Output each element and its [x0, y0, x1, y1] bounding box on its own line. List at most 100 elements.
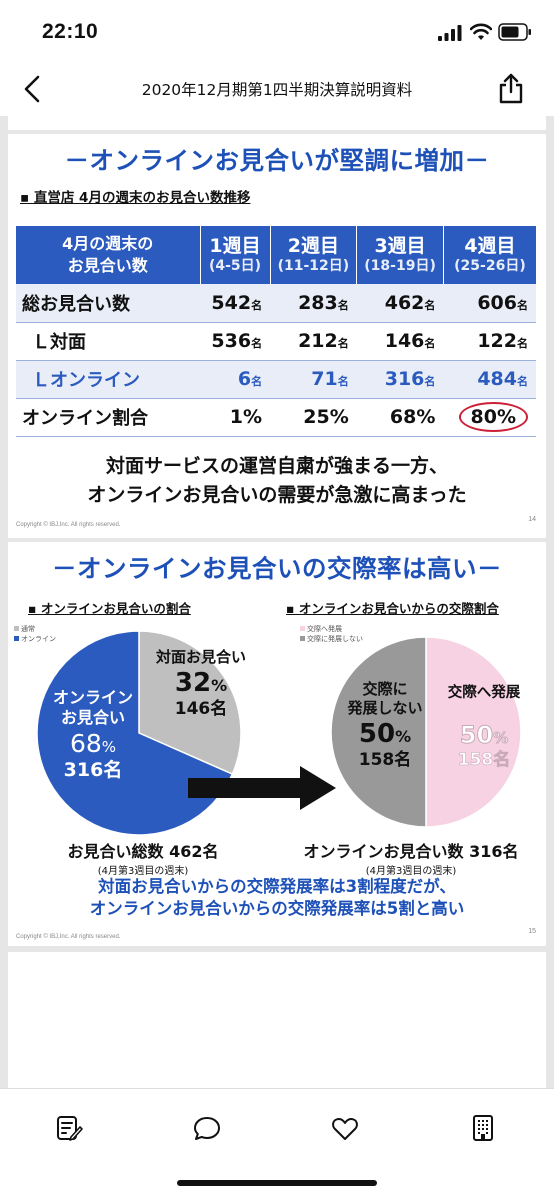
percent-value: 32: [174, 667, 212, 698]
week-dates: (11-12日): [277, 258, 350, 274]
cell-value: 1%: [229, 406, 263, 428]
table-cell: 484名: [443, 360, 536, 399]
table-cell: 606名: [443, 284, 536, 323]
total-text: オンラインお見合い数 316名: [303, 842, 519, 861]
page-number: 14: [528, 516, 536, 523]
document-title: 2020年12月期第1四半期決算説明資料: [141, 81, 413, 99]
navigation-bar: 2020年12月期第1四半期決算説明資料: [0, 64, 554, 116]
week-dates: (18-19日): [364, 258, 436, 274]
cell-value: 606: [477, 291, 517, 314]
cell-value: 122: [477, 330, 517, 352]
percent-value: 68: [69, 729, 102, 758]
table-cell: 542名: [200, 284, 271, 323]
right-chart-title: ▪ オンラインお見合いからの交際割合: [286, 601, 499, 616]
arrow-right-icon: [188, 766, 336, 810]
row-label: Ｌオンライン: [16, 360, 200, 399]
building-icon[interactable]: [468, 1113, 498, 1143]
percent-sign: %: [211, 675, 228, 695]
comment-icon[interactable]: [192, 1113, 222, 1143]
legend-label: 交際に発展しない: [307, 635, 363, 643]
unit-label: 名: [517, 298, 528, 312]
slice-percent: 68%: [38, 728, 148, 759]
heart-icon[interactable]: [330, 1113, 360, 1143]
column-header-week4: 4週目 (25-26日): [443, 226, 536, 284]
legend-swatch: [14, 626, 19, 631]
slide-14: －オンラインお見合いが堅調に増加－ ▪ 直営店 4月の週末のお見合い数推移 4月…: [8, 134, 546, 538]
table-cell: 68%: [356, 398, 444, 437]
unit-label: 名: [251, 298, 263, 312]
home-indicator: [177, 1180, 377, 1186]
legend-swatch: [300, 636, 305, 641]
unit-label: 名: [251, 337, 263, 350]
weekly-matchmaking-table: 4月の週末の お見合い数 1週目 (4-5日) 2週目 (11-12日) 3週目 (1…: [16, 226, 536, 437]
table-row-header: 4月の週末の お見合い数: [16, 226, 201, 284]
highlighted-value: 80%: [458, 402, 528, 432]
message-line: 対面サービスの運営自粛が強まる一方、: [105, 455, 448, 477]
legend-label: オンライン: [21, 635, 56, 643]
cell-value: 283: [298, 291, 338, 314]
slice-name: 対面お見合い: [155, 648, 246, 666]
table-row-offline: Ｌ対面 536名 212名 146名 122名: [16, 322, 536, 361]
table-row-total: 総お見合い数 542名 283名 462名 606名: [16, 284, 536, 323]
cell-value: 212: [298, 330, 338, 352]
table-cell: 122名: [443, 322, 536, 361]
message-line: 対面お見合いからの交際発展率は3割程度だが、: [98, 877, 456, 896]
unit-label: 名: [517, 375, 528, 388]
slice-count: 158名: [358, 750, 412, 770]
row-label: Ｌ対面: [16, 322, 200, 361]
next-slide-preview: [8, 952, 546, 1088]
unit-label: 名: [337, 337, 349, 350]
document-viewer[interactable]: －オンラインお見合いが堅調に増加－ ▪ 直営店 4月の週末のお見合い数推移 4月…: [0, 116, 554, 1088]
table-cell: 80%: [443, 398, 536, 437]
percent-value: 50: [459, 721, 494, 750]
legend-label: 交際へ発展: [307, 625, 342, 633]
row-label: オンライン割合: [16, 398, 200, 437]
slice-count: 158名: [457, 750, 511, 771]
slice-name: 交際に: [362, 680, 408, 698]
week-label: 1週目: [209, 235, 261, 258]
unit-label: 名: [337, 298, 349, 312]
offline-slice-label: 対面お見合い 32% 146名: [146, 648, 256, 721]
online-ratio-pie-chart: [36, 630, 242, 836]
slice-name: お見合い: [60, 708, 125, 727]
relationship-slice-label: 交際へ発展 50% 158名: [434, 684, 534, 771]
total-text: お見合い総数 462名: [67, 842, 219, 861]
table-cell: 146名: [356, 322, 444, 361]
slice-count: 316名: [63, 759, 123, 782]
message-line: オンラインお見合いの需要が急激に高まった: [87, 483, 467, 506]
total-note: (4月第3週目の週末): [365, 866, 457, 877]
total-note: (4月第3週目の週末): [97, 866, 189, 877]
pie-slice: [138, 630, 242, 776]
table-row-online-ratio: オンライン割合 1% 25% 68% 80%: [16, 398, 536, 437]
cell-value: 6: [237, 368, 252, 390]
slide-message: 対面サービスの運営自粛が強まる一方、 オンラインお見合いの需要が急激に高まった: [8, 452, 546, 509]
copyright-text: Copyright © IBJ,Inc. All rights reserved…: [16, 522, 121, 528]
slice-percent: 32%: [146, 667, 256, 700]
table-cell: 6名: [200, 360, 271, 399]
unit-label: 名: [251, 375, 263, 388]
table-cell: 71名: [270, 360, 357, 399]
slice-percent: 50%: [434, 720, 534, 750]
notes-icon[interactable]: [54, 1113, 84, 1143]
previous-slide-edge: [8, 116, 546, 130]
unit-label: 名: [337, 375, 349, 388]
left-total-caption: お見合い総数 462名 (4月第3週目の週末): [28, 838, 258, 877]
unit-label: 名: [517, 337, 528, 350]
back-chevron-icon[interactable]: [18, 74, 46, 104]
unit-label: 名: [424, 298, 436, 312]
share-icon[interactable]: [496, 72, 526, 104]
cell-value: 71: [311, 368, 338, 390]
percent-sign: %: [493, 729, 509, 748]
legend-swatch: [14, 636, 19, 641]
slice-count: 146名: [174, 699, 228, 720]
page-number: 15: [528, 928, 536, 935]
online-dating-outcome-pie-chart: [330, 636, 522, 828]
slice-name: 発展しない: [347, 698, 423, 717]
table-header-row: 4月の週末の お見合い数 1週目 (4-5日) 2週目 (11-12日) 3週目 (1…: [16, 226, 536, 284]
table-cell: 1%: [200, 398, 271, 437]
table-cell: 212名: [270, 322, 357, 361]
column-header-week3: 3週目 (18-19日): [356, 226, 444, 284]
slide-heading: －オンラインお見合いの交際率は高い－: [52, 554, 502, 583]
status-time: 22:10: [42, 20, 99, 43]
pie-slice: [36, 630, 234, 836]
